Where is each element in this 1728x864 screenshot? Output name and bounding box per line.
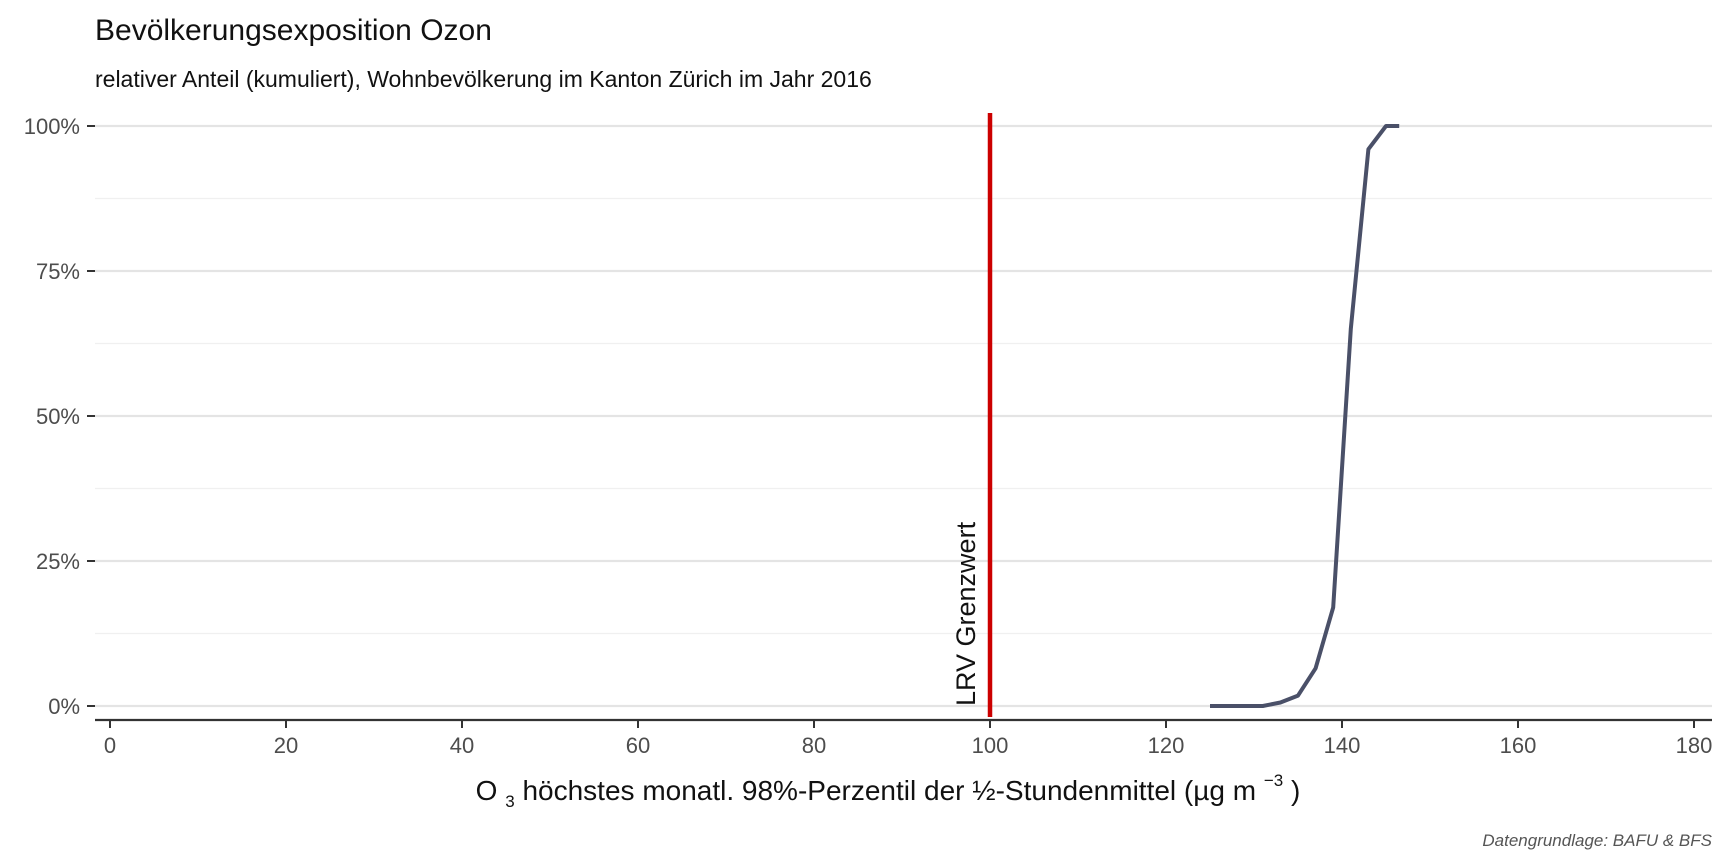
axes: 0% 25% 50% 75% 100% 0 20 40 60 80 100 120 140 160 180 [24,114,1713,758]
x-tick-label: 100 [972,733,1009,758]
x-tick-label: 180 [1676,733,1713,758]
grid [95,124,1712,708]
y-tick-label: 50% [36,404,80,429]
x-tick-label: 160 [1500,733,1537,758]
x-tick-label: 20 [274,733,298,758]
x-tick-label: 60 [626,733,650,758]
series-group [1210,124,1400,708]
series-line [1210,124,1400,708]
x-tick-label: 0 [104,733,116,758]
x-axis-label: O 3 höchstes monatl. 98%-Perzentil der ½… [476,761,1301,813]
chart-subtitle: relativer Anteil (kumuliert), Wohnbevölk… [95,66,872,92]
x-tick-label: 40 [450,733,474,758]
x-axis-label-prefix: O [476,775,498,806]
x-axis-label-superscript: −3 [1264,771,1283,790]
x-tick-label: 140 [1324,733,1361,758]
y-tick-label: 75% [36,259,80,284]
x-axis-label-suffix: ) [1291,775,1300,806]
y-tick-label: 100% [24,114,80,139]
x-axis-label-main: höchstes monatl. 98%-Perzentil der ½-Stu… [522,775,1256,806]
chart-title: Bevölkerungsexposition Ozon [95,14,492,47]
y-tick-label: 0% [48,694,80,719]
x-tick-label: 80 [802,733,826,758]
y-tick-label: 25% [36,549,80,574]
caption: Datengrundlage: BAFU & BFS [1482,831,1712,850]
x-tick-label: 120 [1148,733,1185,758]
reference-line-group: LRV Grenzwert [951,113,993,717]
x-axis-label-subscript: 3 [505,792,514,811]
reference-line-label: LRV Grenzwert [951,521,981,706]
